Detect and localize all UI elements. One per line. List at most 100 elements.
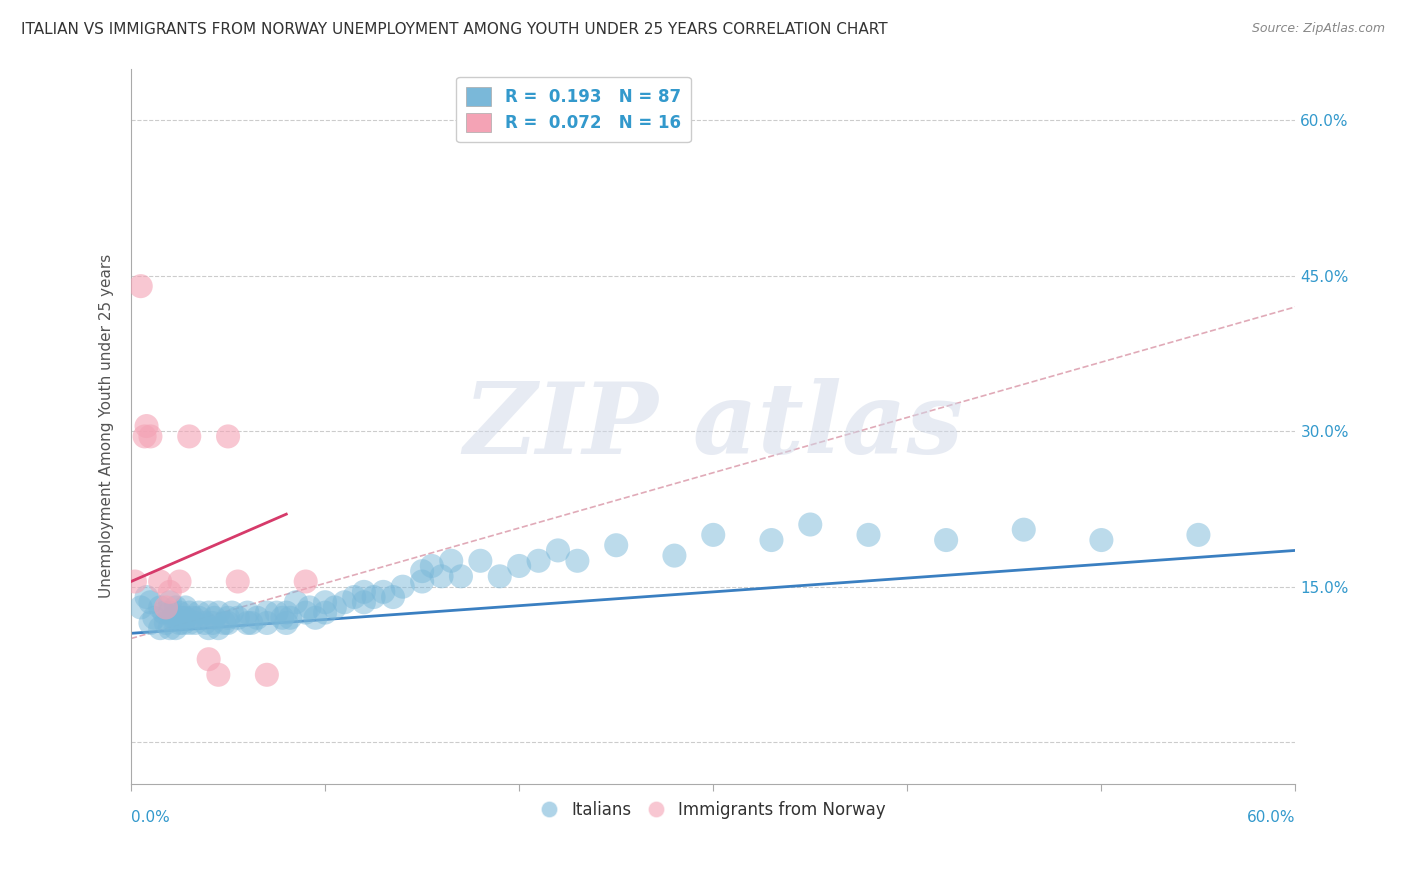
Point xyxy=(212,615,235,630)
Point xyxy=(194,615,217,630)
Point xyxy=(391,580,413,594)
Point xyxy=(124,574,146,589)
Legend: Italians, Immigrants from Norway: Italians, Immigrants from Norway xyxy=(534,794,893,825)
Point xyxy=(271,611,294,625)
Point xyxy=(256,615,278,630)
Point xyxy=(1012,523,1035,537)
Point xyxy=(174,600,197,615)
Point xyxy=(246,611,269,625)
Point xyxy=(159,585,181,599)
Point xyxy=(298,600,321,615)
Point xyxy=(165,600,187,615)
Point xyxy=(129,600,152,615)
Point xyxy=(420,558,443,573)
Point xyxy=(170,611,193,625)
Point xyxy=(226,574,249,589)
Point xyxy=(702,528,724,542)
Point xyxy=(172,615,194,630)
Point xyxy=(278,611,301,625)
Point xyxy=(294,606,316,620)
Point xyxy=(179,606,201,620)
Point xyxy=(165,621,187,635)
Point xyxy=(217,615,239,630)
Point xyxy=(353,585,375,599)
Point xyxy=(135,419,157,434)
Point xyxy=(858,528,880,542)
Point xyxy=(134,429,156,443)
Point xyxy=(174,611,197,625)
Point xyxy=(169,606,191,620)
Point xyxy=(488,569,510,583)
Point xyxy=(508,558,530,573)
Point xyxy=(184,615,207,630)
Point xyxy=(197,652,219,666)
Point xyxy=(935,533,957,547)
Point xyxy=(135,590,157,604)
Point xyxy=(139,595,162,609)
Point xyxy=(527,554,550,568)
Point xyxy=(139,429,162,443)
Point xyxy=(256,667,278,681)
Point xyxy=(217,611,239,625)
Point xyxy=(217,429,239,443)
Point xyxy=(149,600,172,615)
Point xyxy=(1090,533,1112,547)
Point xyxy=(304,611,326,625)
Point xyxy=(333,595,356,609)
Point xyxy=(155,615,177,630)
Point xyxy=(188,606,211,620)
Point xyxy=(343,590,366,604)
Point xyxy=(373,585,395,599)
Point xyxy=(450,569,472,583)
Text: ITALIAN VS IMMIGRANTS FROM NORWAY UNEMPLOYMENT AMONG YOUTH UNDER 25 YEARS CORREL: ITALIAN VS IMMIGRANTS FROM NORWAY UNEMPL… xyxy=(21,22,887,37)
Point xyxy=(129,279,152,293)
Point xyxy=(470,554,492,568)
Point xyxy=(197,621,219,635)
Point xyxy=(181,611,204,625)
Point xyxy=(761,533,783,547)
Point xyxy=(221,606,243,620)
Point xyxy=(799,517,821,532)
Point xyxy=(547,543,569,558)
Point xyxy=(411,574,433,589)
Point xyxy=(149,574,172,589)
Point xyxy=(197,606,219,620)
Text: 60.0%: 60.0% xyxy=(1247,810,1295,824)
Point xyxy=(314,595,336,609)
Point xyxy=(143,611,166,625)
Point xyxy=(169,615,191,630)
Point xyxy=(188,611,211,625)
Point xyxy=(430,569,453,583)
Point xyxy=(285,595,308,609)
Point xyxy=(276,615,298,630)
Point xyxy=(207,606,229,620)
Point xyxy=(226,611,249,625)
Point xyxy=(567,554,589,568)
Point xyxy=(179,615,201,630)
Point xyxy=(323,600,346,615)
Point xyxy=(605,538,627,552)
Point xyxy=(353,595,375,609)
Point xyxy=(179,429,201,443)
Point xyxy=(159,621,181,635)
Point xyxy=(169,574,191,589)
Point xyxy=(294,574,316,589)
Point xyxy=(159,595,181,609)
Point xyxy=(207,621,229,635)
Point xyxy=(163,611,186,625)
Point xyxy=(155,600,177,615)
Point xyxy=(153,606,176,620)
Point xyxy=(149,621,172,635)
Point xyxy=(240,615,263,630)
Point xyxy=(440,554,463,568)
Point xyxy=(204,611,226,625)
Point xyxy=(411,564,433,578)
Point xyxy=(1187,528,1209,542)
Point xyxy=(382,590,405,604)
Point xyxy=(266,606,288,620)
Text: 0.0%: 0.0% xyxy=(131,810,170,824)
Point xyxy=(207,667,229,681)
Point xyxy=(139,615,162,630)
Text: Source: ZipAtlas.com: Source: ZipAtlas.com xyxy=(1251,22,1385,36)
Point xyxy=(236,615,259,630)
